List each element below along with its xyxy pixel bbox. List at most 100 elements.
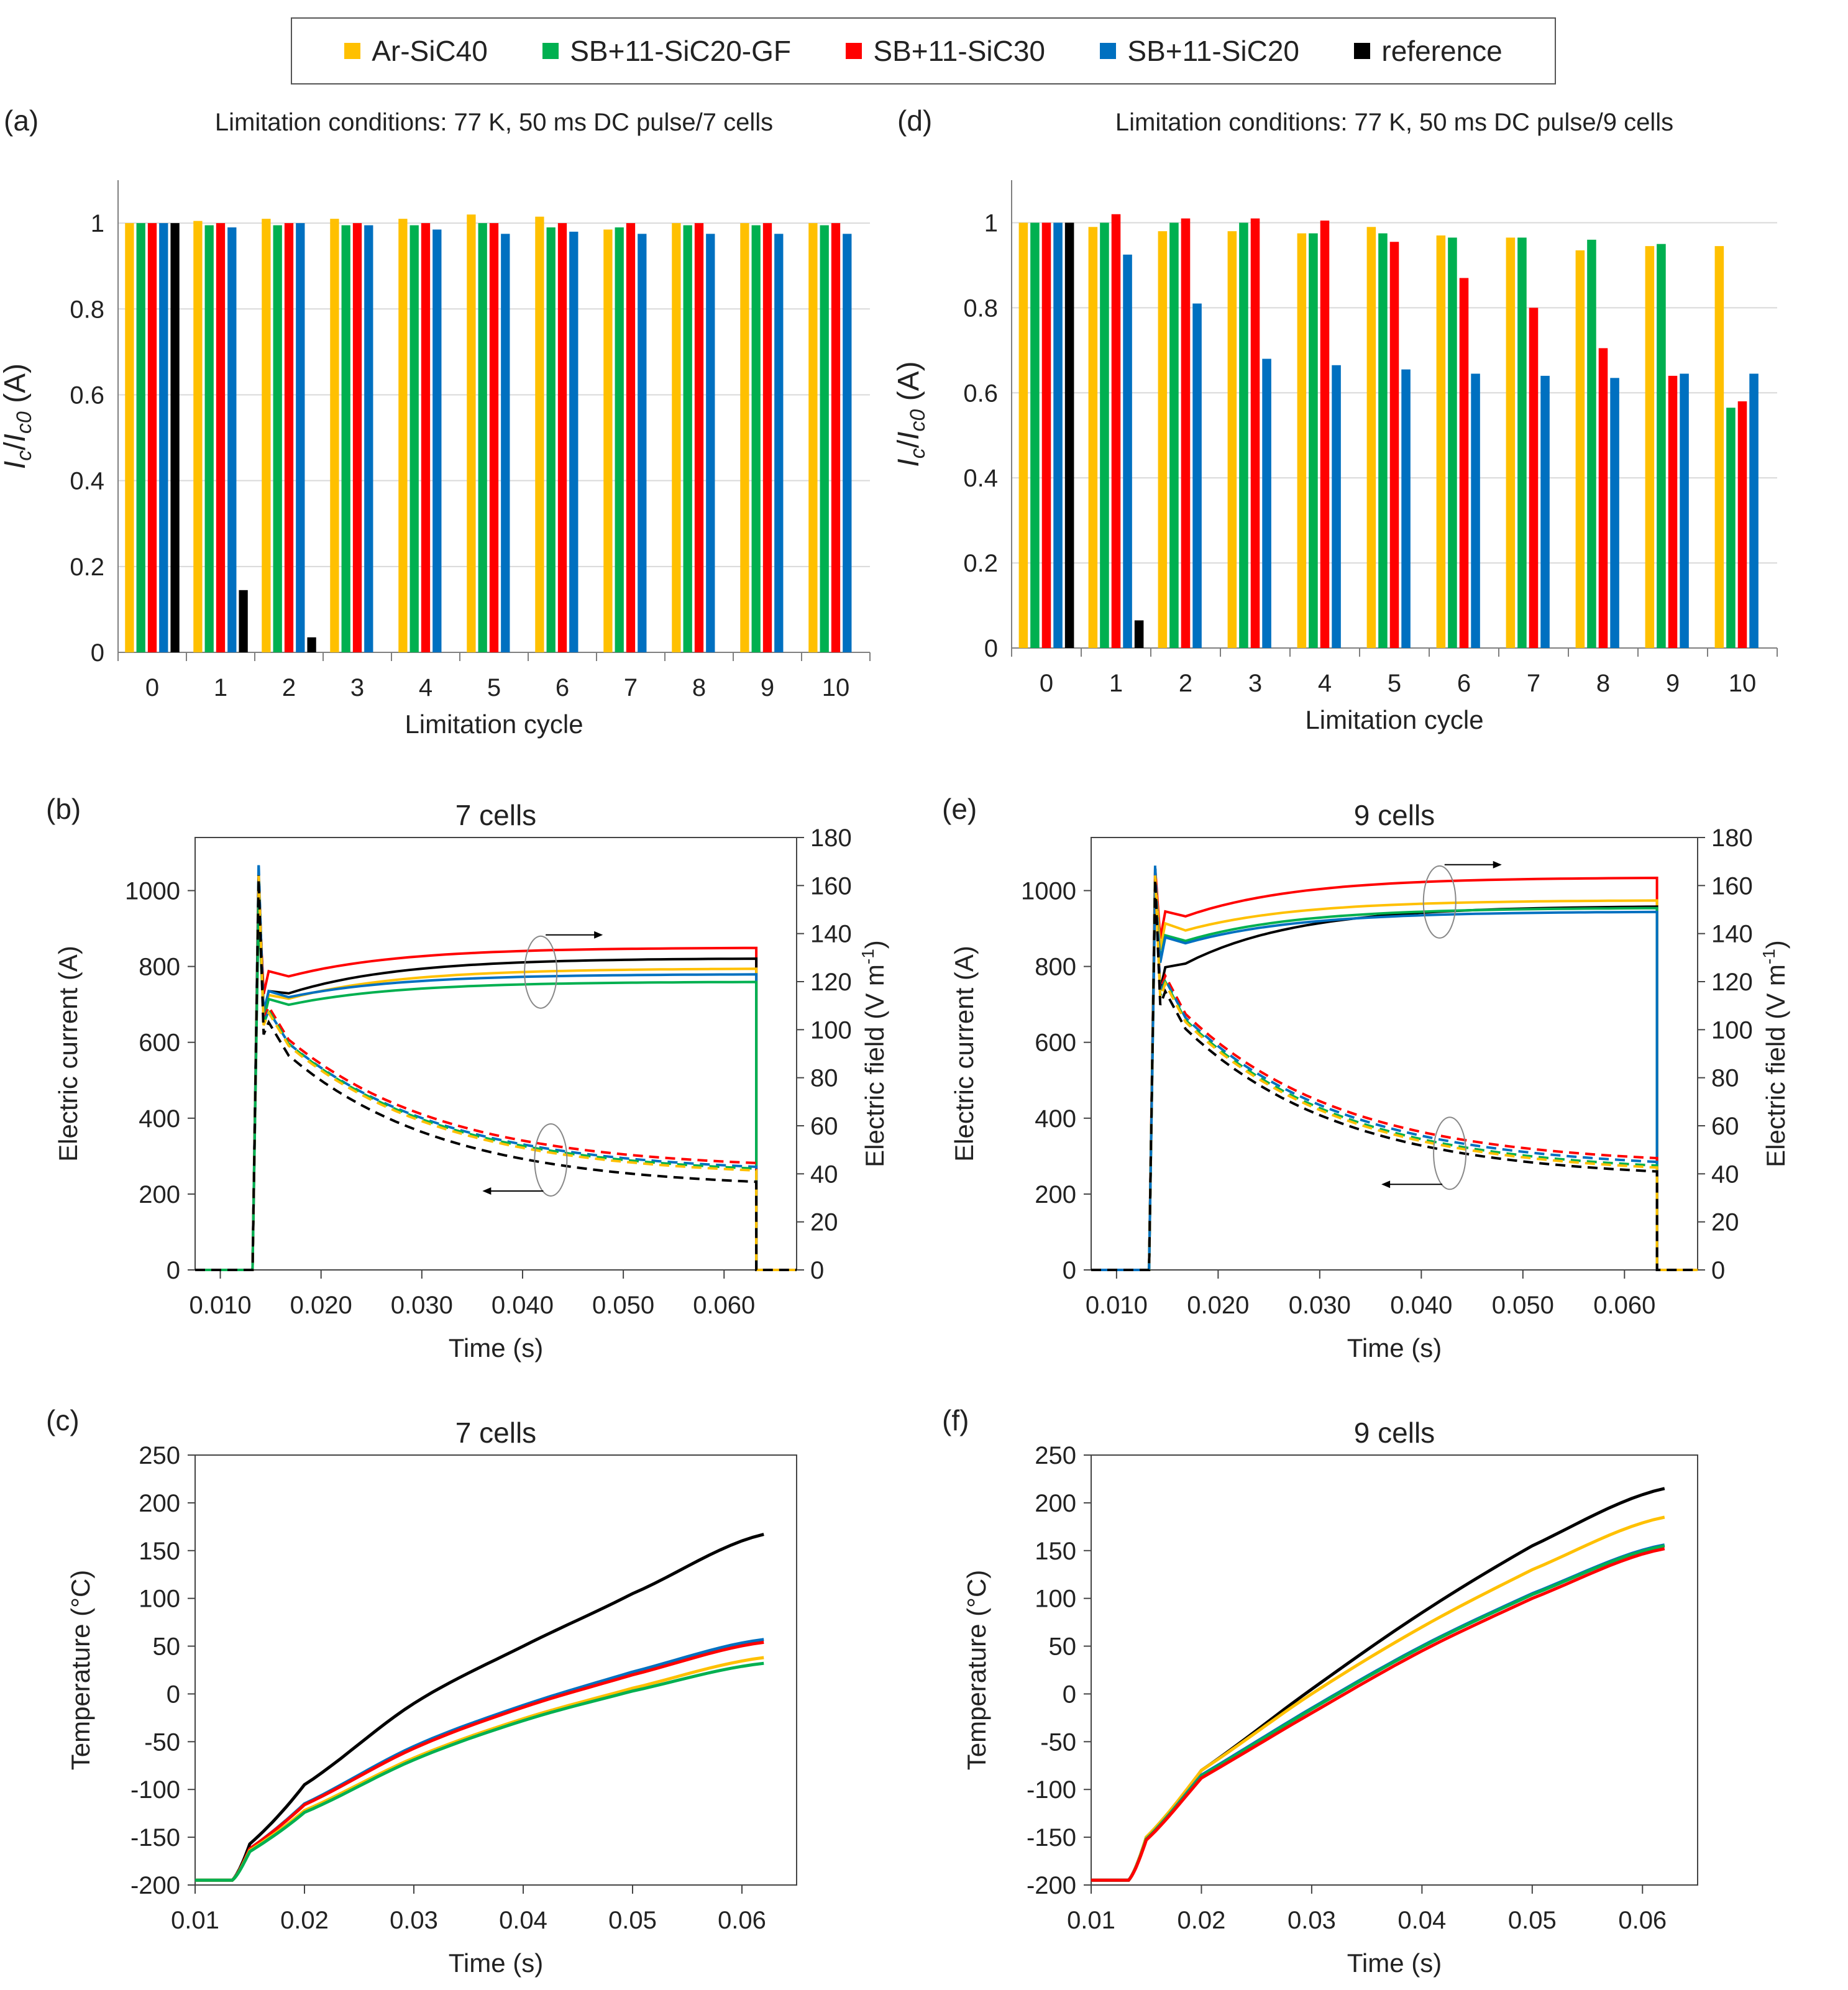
y-tick-label: 0.4 [963, 465, 998, 492]
y2-tick-label: 120 [1711, 969, 1753, 996]
y2-tick-label: 80 [810, 1065, 838, 1092]
current-line [195, 879, 797, 1271]
current-line [1091, 875, 1698, 1271]
y-axis-label-part: c [12, 450, 36, 461]
y2-tick-label: 60 [810, 1113, 838, 1140]
y-tick-label: 0.2 [70, 554, 104, 581]
bar [352, 223, 362, 652]
y-tick-label: 100 [1035, 1586, 1076, 1613]
x-tick-label: 0.060 [1593, 1292, 1655, 1319]
bar [706, 234, 715, 652]
temperature-line [1091, 1544, 1665, 1882]
x-tick-label: 0.060 [693, 1292, 755, 1319]
y-tick-label: 400 [139, 1105, 180, 1133]
temperature-line [195, 1640, 764, 1882]
bar [546, 227, 556, 652]
bar [1250, 218, 1260, 648]
bar [1181, 218, 1191, 648]
panel-a-bar-chart: (a) Limitation conditions: 77 K, 50 ms DC… [0, 104, 871, 739]
y-tick-label: -50 [144, 1728, 180, 1756]
y-tick-label: 800 [1035, 954, 1076, 981]
bar [273, 225, 282, 653]
bar [1111, 214, 1121, 648]
bar [1726, 408, 1736, 648]
y-axis-label-part: I [892, 459, 925, 467]
x-axis-label: Time (s) [449, 1948, 543, 1978]
arrow-head [1493, 860, 1502, 869]
x-tick-label: 0.040 [492, 1292, 554, 1319]
bar [1668, 375, 1678, 648]
x-tick-label: 1 [1109, 670, 1123, 697]
bar [432, 229, 442, 652]
x-axis-label: Time (s) [1347, 1333, 1442, 1362]
x-tick-label: 0.01 [171, 1907, 219, 1934]
x-tick-label: 9 [1666, 670, 1680, 697]
current-line [1091, 871, 1698, 1271]
bar [1401, 369, 1411, 648]
x-axis-label: Time (s) [449, 1333, 543, 1362]
x-tick-label: 0.030 [1289, 1292, 1351, 1319]
temperature-line [1091, 1547, 1665, 1882]
current-line [1091, 864, 1698, 1271]
field-line [1091, 875, 1698, 1271]
legend-swatch [344, 43, 361, 59]
y-tick-label: 800 [139, 954, 180, 981]
y2-tick-label: 0 [1711, 1257, 1725, 1284]
y-tick-label: 1000 [1021, 877, 1076, 905]
field-line [1091, 879, 1698, 1271]
bar [1587, 239, 1596, 648]
bar [409, 225, 419, 653]
y-tick-label: 1 [91, 210, 104, 237]
chart-title: 9 cells [1354, 799, 1435, 831]
y-tick-label: 250 [139, 1442, 180, 1469]
y-tick-label: 0.8 [70, 296, 104, 323]
x-tick-label: 9 [761, 674, 774, 701]
x-tick-label: 0.020 [290, 1292, 352, 1319]
bar [740, 223, 749, 652]
field-line [195, 890, 797, 1271]
legend-label: reference [1381, 35, 1503, 67]
y-tick-label: -150 [130, 1824, 180, 1851]
bar [603, 229, 613, 652]
x-tick-label: 6 [556, 674, 569, 701]
bar [615, 227, 624, 652]
y2-tick-label: 180 [1711, 824, 1753, 852]
legend-item-sb11-sic30: SB+11-SiC30 [846, 34, 1045, 68]
bar [364, 225, 373, 653]
y2-tick-label: 40 [810, 1161, 838, 1188]
bar [1714, 246, 1724, 648]
field-line [1091, 890, 1698, 1271]
y-axis-label: Electric current (A) [53, 946, 83, 1162]
legend-item-sb11-sic20-gf: SB+11-SiC20-GF [542, 34, 791, 68]
bar [557, 223, 567, 652]
bar [1320, 221, 1330, 648]
annotation-ellipse [524, 935, 558, 1009]
y-tick-label: 200 [1035, 1181, 1076, 1208]
y-axis-label-part: I [0, 461, 32, 469]
x-tick-label: 3 [1248, 670, 1262, 697]
bar [672, 223, 681, 652]
x-tick-label: 1 [214, 674, 227, 701]
y-tick-label: 200 [139, 1490, 180, 1517]
bar [1657, 244, 1666, 648]
y-tick-label: -150 [1027, 1824, 1076, 1851]
x-tick-label: 0.050 [592, 1292, 654, 1319]
bar [216, 223, 226, 652]
bar [489, 223, 499, 652]
x-tick-label: 4 [1318, 670, 1332, 697]
x-tick-label: 0.01 [1067, 1907, 1115, 1934]
bar [341, 225, 350, 653]
y-tick-label: 0.6 [963, 380, 998, 407]
plot-frame [194, 837, 797, 1271]
x-tick-label: 0.03 [390, 1907, 438, 1934]
y-tick-label: 0.4 [70, 468, 104, 495]
y-tick-label: 1000 [125, 877, 180, 905]
panel-b-field-current-chart: (b) 7 cells 0 200 400 600 800 1000 0 20 40 60 80 100 1… [46, 793, 889, 1362]
bar [1227, 231, 1237, 648]
bar [330, 219, 339, 652]
bar [535, 216, 544, 652]
x-tick-label: 0 [1040, 670, 1053, 697]
x-tick-label: 7 [1527, 670, 1540, 697]
y-tick-label: 400 [1035, 1105, 1076, 1133]
